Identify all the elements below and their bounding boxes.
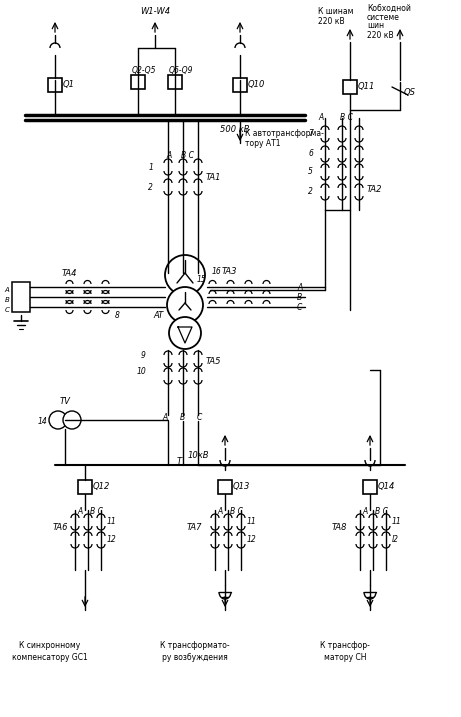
Text: B C: B C xyxy=(230,508,243,516)
Text: 11: 11 xyxy=(247,518,257,526)
Text: 12: 12 xyxy=(107,536,117,544)
Text: 220 кВ: 220 кВ xyxy=(318,17,345,27)
Text: TV: TV xyxy=(59,397,71,407)
Text: B C: B C xyxy=(340,113,353,123)
Text: Q11: Q11 xyxy=(358,82,375,92)
Bar xyxy=(363,480,377,494)
Circle shape xyxy=(165,255,205,295)
Text: B: B xyxy=(179,414,184,422)
Text: 1: 1 xyxy=(148,163,153,171)
Text: l2: l2 xyxy=(392,536,399,544)
Text: AT: AT xyxy=(153,310,163,320)
Text: TA7: TA7 xyxy=(187,523,202,531)
Text: B C: B C xyxy=(90,508,103,516)
Text: TA5: TA5 xyxy=(206,358,221,366)
Text: A: A xyxy=(77,508,82,516)
Circle shape xyxy=(169,317,201,349)
Text: QS: QS xyxy=(404,87,416,97)
Text: компенсатору GC1: компенсатору GC1 xyxy=(12,652,88,662)
Text: 14: 14 xyxy=(37,417,47,427)
Text: 7: 7 xyxy=(308,130,313,138)
Text: К трансфор-: К трансфор- xyxy=(320,640,370,650)
Text: 5: 5 xyxy=(308,168,313,176)
Text: матору СН: матору СН xyxy=(324,652,366,662)
Circle shape xyxy=(49,411,67,429)
Text: 10: 10 xyxy=(136,368,146,376)
Text: системе: системе xyxy=(367,12,400,22)
Text: TA6: TA6 xyxy=(53,523,69,531)
Text: TA4: TA4 xyxy=(62,268,77,277)
Text: К шинам: К шинам xyxy=(318,7,354,16)
Text: A: A xyxy=(297,282,302,292)
Text: Q1: Q1 xyxy=(63,80,75,90)
Text: 8: 8 xyxy=(115,310,120,320)
Text: Q10: Q10 xyxy=(248,80,266,90)
Text: Кобходной: Кобходной xyxy=(367,4,411,12)
Text: Q13: Q13 xyxy=(233,483,250,491)
Bar xyxy=(48,78,62,92)
Text: TA1: TA1 xyxy=(206,174,221,183)
Text: A: A xyxy=(5,287,9,293)
Text: A: A xyxy=(162,414,168,422)
Bar xyxy=(233,78,247,92)
Text: B: B xyxy=(297,293,302,302)
Text: W1-W4: W1-W4 xyxy=(140,7,170,16)
Text: К синхронному: К синхронному xyxy=(19,640,81,650)
Bar xyxy=(131,75,145,89)
Text: Q12: Q12 xyxy=(93,483,110,491)
Text: A: A xyxy=(319,113,324,123)
Text: C: C xyxy=(5,307,9,313)
Text: Q2-Q5: Q2-Q5 xyxy=(132,65,156,75)
Text: тору АТ1: тору АТ1 xyxy=(245,138,280,148)
Text: 11: 11 xyxy=(392,518,402,526)
Bar xyxy=(168,75,182,89)
Bar xyxy=(12,282,30,312)
Text: 15: 15 xyxy=(197,275,207,285)
Text: 9: 9 xyxy=(141,351,146,359)
Text: B C: B C xyxy=(181,151,194,159)
Text: Q6-Q9: Q6-Q9 xyxy=(169,65,194,75)
Text: 16: 16 xyxy=(212,267,222,277)
Text: C: C xyxy=(196,414,202,422)
Text: A: A xyxy=(217,508,222,516)
Text: T: T xyxy=(177,457,182,467)
Text: 11: 11 xyxy=(107,518,117,526)
Text: 500 кВ: 500 кВ xyxy=(220,125,249,135)
Text: B: B xyxy=(5,297,9,303)
Text: TA3: TA3 xyxy=(222,267,237,277)
Text: ру возбуждения: ру возбуждения xyxy=(162,652,228,662)
Bar xyxy=(218,480,232,494)
Text: TA8: TA8 xyxy=(332,523,348,531)
Text: К автотрансформа-: К автотрансформа- xyxy=(245,128,324,138)
Text: 10кВ: 10кВ xyxy=(188,450,209,460)
Bar xyxy=(343,80,357,94)
Bar xyxy=(78,480,92,494)
Text: К трансформато-: К трансформато- xyxy=(160,640,230,650)
Text: A: A xyxy=(166,151,171,159)
Text: 2: 2 xyxy=(308,188,313,196)
Text: 2: 2 xyxy=(148,183,153,191)
Circle shape xyxy=(167,287,203,323)
Text: Q14: Q14 xyxy=(378,483,396,491)
Text: 220 кВ: 220 кВ xyxy=(367,31,394,39)
Text: A: A xyxy=(362,508,367,516)
Text: B C: B C xyxy=(375,508,388,516)
Text: C: C xyxy=(297,303,302,311)
Text: 6: 6 xyxy=(308,150,313,158)
Text: 12: 12 xyxy=(247,536,257,544)
Text: шин: шин xyxy=(367,22,384,31)
Text: TA2: TA2 xyxy=(367,186,383,194)
Circle shape xyxy=(63,411,81,429)
